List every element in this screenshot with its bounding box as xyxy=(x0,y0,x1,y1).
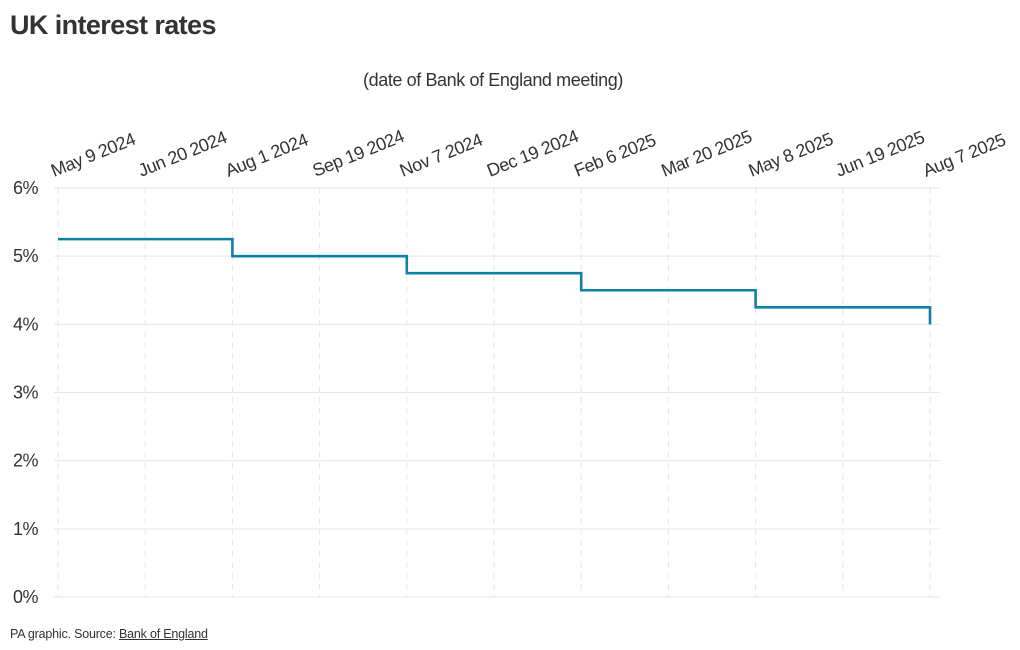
y-tick-label: 1% xyxy=(13,519,39,539)
x-tick-label: Nov 7 2024 xyxy=(397,129,486,180)
y-tick-label: 4% xyxy=(13,314,39,334)
x-tick-label: May 8 2025 xyxy=(746,129,837,181)
source-link[interactable]: Bank of England xyxy=(119,627,208,641)
grid-layer xyxy=(54,187,940,598)
x-tick-label: Aug 7 2025 xyxy=(920,129,1009,180)
y-tick-label: 3% xyxy=(13,383,39,403)
x-tick-label: Mar 20 2025 xyxy=(658,126,755,181)
series-layer xyxy=(58,237,932,325)
x-tick-label: Aug 1 2024 xyxy=(222,129,311,180)
x-axis-label: (date of Bank of England meeting) xyxy=(363,70,623,90)
y-tick-label: 2% xyxy=(13,451,39,471)
y-tick-label: 0% xyxy=(13,587,39,607)
x-tick-label: Dec 19 2024 xyxy=(484,126,581,181)
chart-title: UK interest rates xyxy=(10,10,216,40)
x-tick-label: Sep 19 2024 xyxy=(310,126,408,181)
x-tick-label: Feb 6 2025 xyxy=(571,130,659,181)
y-tick-label: 6% xyxy=(13,178,39,198)
rate-step-line xyxy=(58,237,932,325)
footer: PA graphic. Source: Bank of England xyxy=(10,627,208,641)
x-tick-label: Jun 19 2025 xyxy=(833,127,928,181)
x-tick-label: Jun 20 2024 xyxy=(135,127,230,181)
y-tick-label: 5% xyxy=(13,246,39,266)
y-axis-ticks: 0% 1% 2% 3% 4% 5% 6% xyxy=(13,178,39,607)
x-tick-label: May 9 2024 xyxy=(48,129,139,181)
footer-prefix: PA graphic. Source: xyxy=(10,627,120,641)
